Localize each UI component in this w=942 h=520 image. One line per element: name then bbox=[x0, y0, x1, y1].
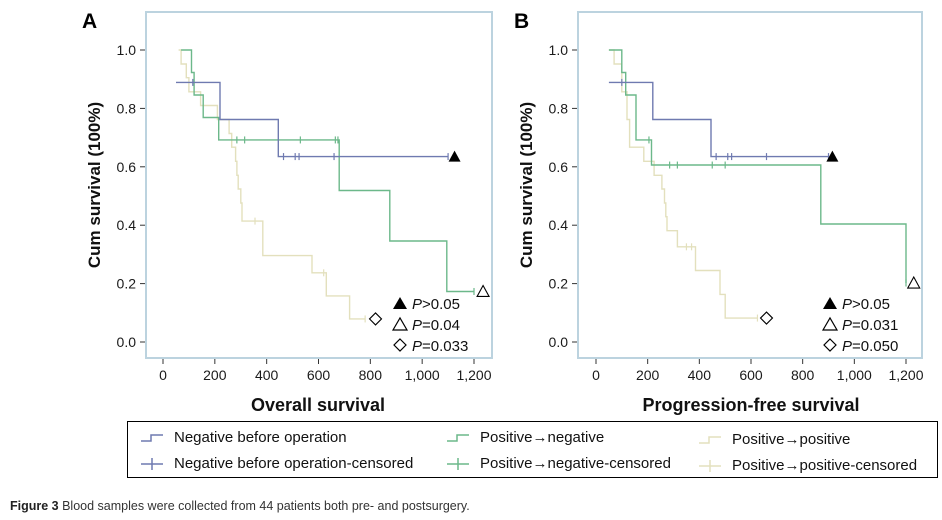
legend-label: Positive→positive-censored bbox=[732, 457, 918, 474]
legend-item-positive-positive-censored: Positive→positive-censored bbox=[698, 457, 917, 474]
y-tick-label: 0.8 bbox=[549, 100, 569, 116]
p-value-b-2: P=0.031 bbox=[842, 317, 898, 334]
x-tick-label: 200 bbox=[203, 367, 227, 383]
y-tick-label: 0.4 bbox=[117, 217, 137, 233]
curves-b bbox=[608, 49, 921, 325]
p-value-a-1: P>0.05 bbox=[412, 296, 460, 313]
plot-frame-a bbox=[145, 11, 493, 359]
open-diamond-icon bbox=[393, 338, 407, 352]
panel-letter-b: B bbox=[514, 10, 529, 33]
censor-plus-icon bbox=[699, 459, 721, 472]
y-tick-label: 0.6 bbox=[117, 159, 137, 175]
p-value-b-3: P=0.050 bbox=[842, 338, 898, 355]
y-tick-label: 0.6 bbox=[549, 159, 569, 175]
survival-curve-positive-to-positive bbox=[608, 49, 758, 319]
x-tick-label: 800 bbox=[359, 367, 383, 383]
y-tick-label: 0.4 bbox=[549, 217, 569, 233]
series-legend: Negative before operation Negative befor… bbox=[127, 421, 938, 478]
legend-label: Negative before operation bbox=[174, 429, 347, 446]
y-tick-label: 0.2 bbox=[117, 276, 137, 292]
y-tick-label: 0.8 bbox=[117, 100, 137, 116]
end-marker-open-triangle bbox=[476, 284, 490, 298]
survival-curve-positive-to-negative bbox=[181, 49, 474, 293]
x-tick-label: 200 bbox=[636, 367, 660, 383]
x-tick-label: 600 bbox=[739, 367, 763, 383]
x-tick-label: 1,200 bbox=[456, 367, 491, 383]
x-tick-label: 400 bbox=[688, 367, 712, 383]
legend-item-positive-negative-censored: Positive→negative-censored bbox=[446, 455, 671, 472]
plot-frame-b bbox=[577, 11, 923, 359]
end-marker-open-diamond bbox=[368, 312, 383, 326]
panel-a: A Cum survival (100%) Overall survival 0… bbox=[82, 10, 493, 415]
open-triangle-icon bbox=[391, 316, 409, 331]
step-line-icon bbox=[699, 435, 721, 444]
ticks-b: 0 200 400 600 800 1,000 1,200 0.0 0.2 0.4 0.6 0.8 1.… bbox=[549, 42, 924, 383]
x-tick-label: 800 bbox=[791, 367, 815, 383]
panel-letter-a: A bbox=[82, 10, 97, 33]
x-axis-title-a: Overall survival bbox=[251, 395, 385, 415]
x-tick-label: 1,200 bbox=[888, 367, 923, 383]
panel-b: B Cum survival (100%) Progression-free s… bbox=[514, 10, 924, 415]
p-value-a-3: P=0.033 bbox=[412, 338, 468, 355]
survival-curve-positive-to-positive bbox=[178, 49, 366, 320]
survival-curve-negative-before-operation bbox=[176, 81, 449, 158]
x-axis-title-b: Progression-free survival bbox=[642, 395, 859, 415]
survival-curve-negative-before-operation bbox=[608, 81, 829, 158]
figure-caption: Figure 3 Blood samples were collected fr… bbox=[10, 499, 470, 513]
legend-item-positive-negative: Positive→negative bbox=[446, 429, 604, 446]
open-diamond-icon bbox=[823, 338, 837, 352]
legend-label: Positive→positive bbox=[732, 431, 851, 448]
censor-plus-icon bbox=[447, 457, 469, 470]
ticks-a: 0 200 400 600 800 1,000 1,200 0.0 0.2 0.4 0.6 0.8 1.… bbox=[117, 42, 492, 383]
p-value-legend-b: P>0.05 P=0.031 P=0.050 bbox=[821, 296, 898, 355]
survival-curve-positive-to-negative bbox=[608, 49, 907, 283]
caption-text: Blood samples were collected from 44 pat… bbox=[58, 499, 470, 513]
x-tick-label: 600 bbox=[307, 367, 331, 383]
censor-plus-icon bbox=[141, 457, 163, 470]
end-marker-filled-triangle bbox=[826, 150, 839, 162]
curves-a bbox=[176, 49, 490, 326]
step-line-icon bbox=[141, 433, 163, 442]
y-tick-label: 0.0 bbox=[117, 334, 137, 350]
p-value-b-1: P>0.05 bbox=[842, 296, 890, 313]
filled-triangle-icon bbox=[823, 297, 837, 309]
y-axis-title-a: Cum survival (100%) bbox=[85, 102, 104, 268]
legend-item-negative: Negative before operation bbox=[140, 429, 347, 446]
y-tick-label: 0.2 bbox=[549, 276, 569, 292]
p-value-legend-a: P>0.05 P=0.04 P=0.033 bbox=[391, 296, 468, 355]
legend-item-negative-censored: Negative before operation-censored bbox=[140, 455, 413, 472]
x-tick-label: 0 bbox=[159, 367, 167, 383]
step-line-icon bbox=[447, 433, 469, 442]
caption-label: Figure 3 bbox=[10, 499, 59, 513]
x-tick-label: 1,000 bbox=[837, 367, 872, 383]
open-triangle-icon bbox=[821, 316, 839, 331]
y-tick-label: 0.0 bbox=[549, 334, 569, 350]
figure-canvas: A Cum survival (100%) Overall survival 0… bbox=[82, 10, 924, 415]
end-marker-filled-triangle bbox=[448, 150, 461, 162]
legend-label: Positive→negative-censored bbox=[480, 455, 671, 472]
x-tick-label: 400 bbox=[255, 367, 279, 383]
legend-item-positive-positive: Positive→positive bbox=[698, 431, 850, 448]
x-tick-label: 0 bbox=[592, 367, 600, 383]
y-axis-title-b: Cum survival (100%) bbox=[517, 102, 536, 268]
filled-triangle-icon bbox=[393, 297, 407, 309]
end-marker-open-diamond bbox=[759, 311, 774, 325]
p-value-a-2: P=0.04 bbox=[412, 317, 460, 334]
legend-label: Positive→negative bbox=[480, 429, 605, 446]
x-tick-label: 1,000 bbox=[405, 367, 440, 383]
end-marker-open-triangle bbox=[906, 275, 921, 289]
y-tick-label: 1.0 bbox=[117, 42, 137, 58]
y-tick-label: 1.0 bbox=[549, 42, 569, 58]
legend-label: Negative before operation-censored bbox=[174, 455, 414, 472]
